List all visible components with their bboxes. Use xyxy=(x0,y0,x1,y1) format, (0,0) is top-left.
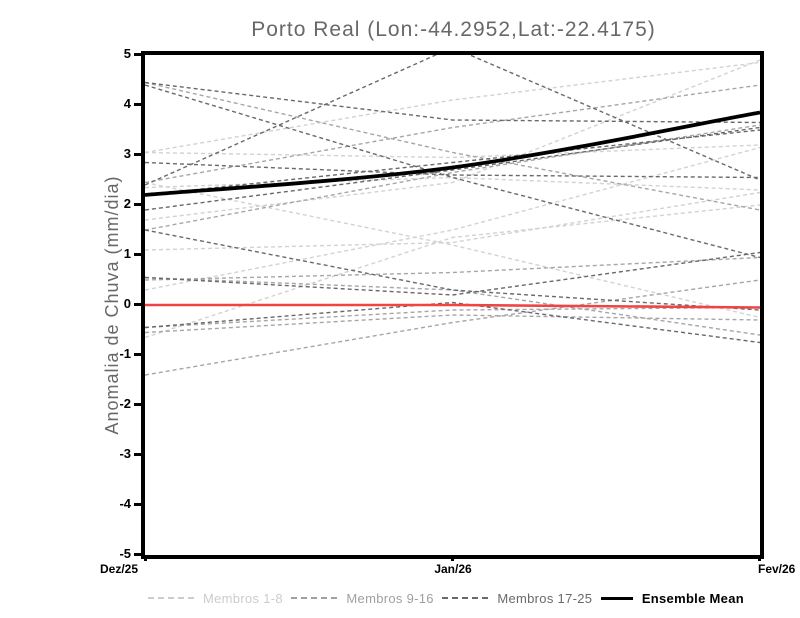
ensemble-member-line xyxy=(145,181,760,319)
legend-label: Membros 17-25 xyxy=(497,590,593,606)
legend-label: Membros 9-16 xyxy=(346,590,434,606)
ensemble-member-line xyxy=(145,229,760,311)
y-tick xyxy=(134,452,142,456)
y-tick xyxy=(134,102,142,106)
y-tick-label: 0 xyxy=(123,296,131,311)
x-tick xyxy=(144,555,147,561)
legend: Membros 1-8 Membros 9-16 Membros 17-25 Ense… xyxy=(148,589,744,607)
legend-dashed-line-sample xyxy=(442,597,489,599)
ensemble-member-line xyxy=(145,81,760,211)
ensemble-member-line xyxy=(145,256,760,281)
legend-solid-line-sample xyxy=(600,596,633,600)
ensemble-member-line xyxy=(145,251,760,296)
ensemble-member-line xyxy=(145,314,760,334)
ensemble-member-line xyxy=(145,129,760,196)
y-tick xyxy=(134,152,142,156)
y-tick xyxy=(134,402,142,406)
legend-item: Membros 1-8 xyxy=(148,591,283,606)
y-tick xyxy=(134,302,142,306)
ensemble-member-line xyxy=(145,301,760,344)
y-tick-label: -1 xyxy=(119,346,131,361)
legend-dashed-line-sample xyxy=(291,597,338,599)
x-tick xyxy=(758,555,761,561)
ensemble-member-line xyxy=(145,204,760,339)
ensemble-member-line xyxy=(145,81,760,124)
y-tick xyxy=(134,352,142,356)
zero-anomaly-line xyxy=(145,303,760,309)
ensemble-member-line xyxy=(145,84,760,184)
chart-title: Porto Real (Lon:-44.2952,Lat:-22.4175) xyxy=(251,18,656,41)
legend-item: Membros 9-16 xyxy=(291,590,434,606)
y-tick-label: 5 xyxy=(123,46,131,61)
legend-dashed-line-sample xyxy=(148,597,194,599)
ensemble-member-lines xyxy=(145,55,760,376)
x-tick-label-dez: Dez/25 xyxy=(100,562,139,576)
x-tick-label-jan: Jan/26 xyxy=(434,562,472,576)
legend-label: Ensemble Mean xyxy=(641,590,744,606)
y-tick-label: 3 xyxy=(123,146,131,161)
ensemble-member-line xyxy=(145,176,760,191)
x-tick xyxy=(451,555,454,561)
ensemble-member-line xyxy=(145,55,760,186)
y-tick-label: 4 xyxy=(123,96,131,111)
y-tick-label: 2 xyxy=(123,196,131,211)
y-tick-label: -5 xyxy=(119,546,131,561)
ensemble-member-line xyxy=(145,84,760,259)
y-tick-label: -4 xyxy=(119,496,131,511)
ensemble-member-line xyxy=(145,146,760,291)
y-tick xyxy=(134,52,142,56)
y-tick xyxy=(134,202,142,206)
y-tick-label: -3 xyxy=(119,446,131,461)
ensemble-member-line xyxy=(145,161,760,179)
legend-label: Membros 1-8 xyxy=(203,590,283,606)
ensemble-member-line xyxy=(145,279,760,376)
y-tick xyxy=(134,252,142,256)
y-tick xyxy=(134,502,142,506)
ensemble-member-line xyxy=(145,306,760,329)
ensemble-member-line xyxy=(145,144,760,159)
legend-item: Membros 17-25 xyxy=(442,591,592,606)
y-tick xyxy=(134,552,142,556)
plot-area xyxy=(145,55,760,376)
x-tick-label-fev: Fev/26 xyxy=(758,562,796,576)
ensemble-member-line xyxy=(145,126,760,211)
ensemble-member-line xyxy=(145,59,760,221)
ensemble-member-line xyxy=(145,61,760,154)
y-tick-label: 1 xyxy=(123,246,131,261)
ensemble-member-line xyxy=(145,124,760,231)
ensemble-mean-line xyxy=(145,110,760,197)
y-tick-label: -2 xyxy=(119,396,131,411)
ensemble-member-line xyxy=(145,276,760,336)
legend-item: Ensemble Mean xyxy=(600,590,744,606)
